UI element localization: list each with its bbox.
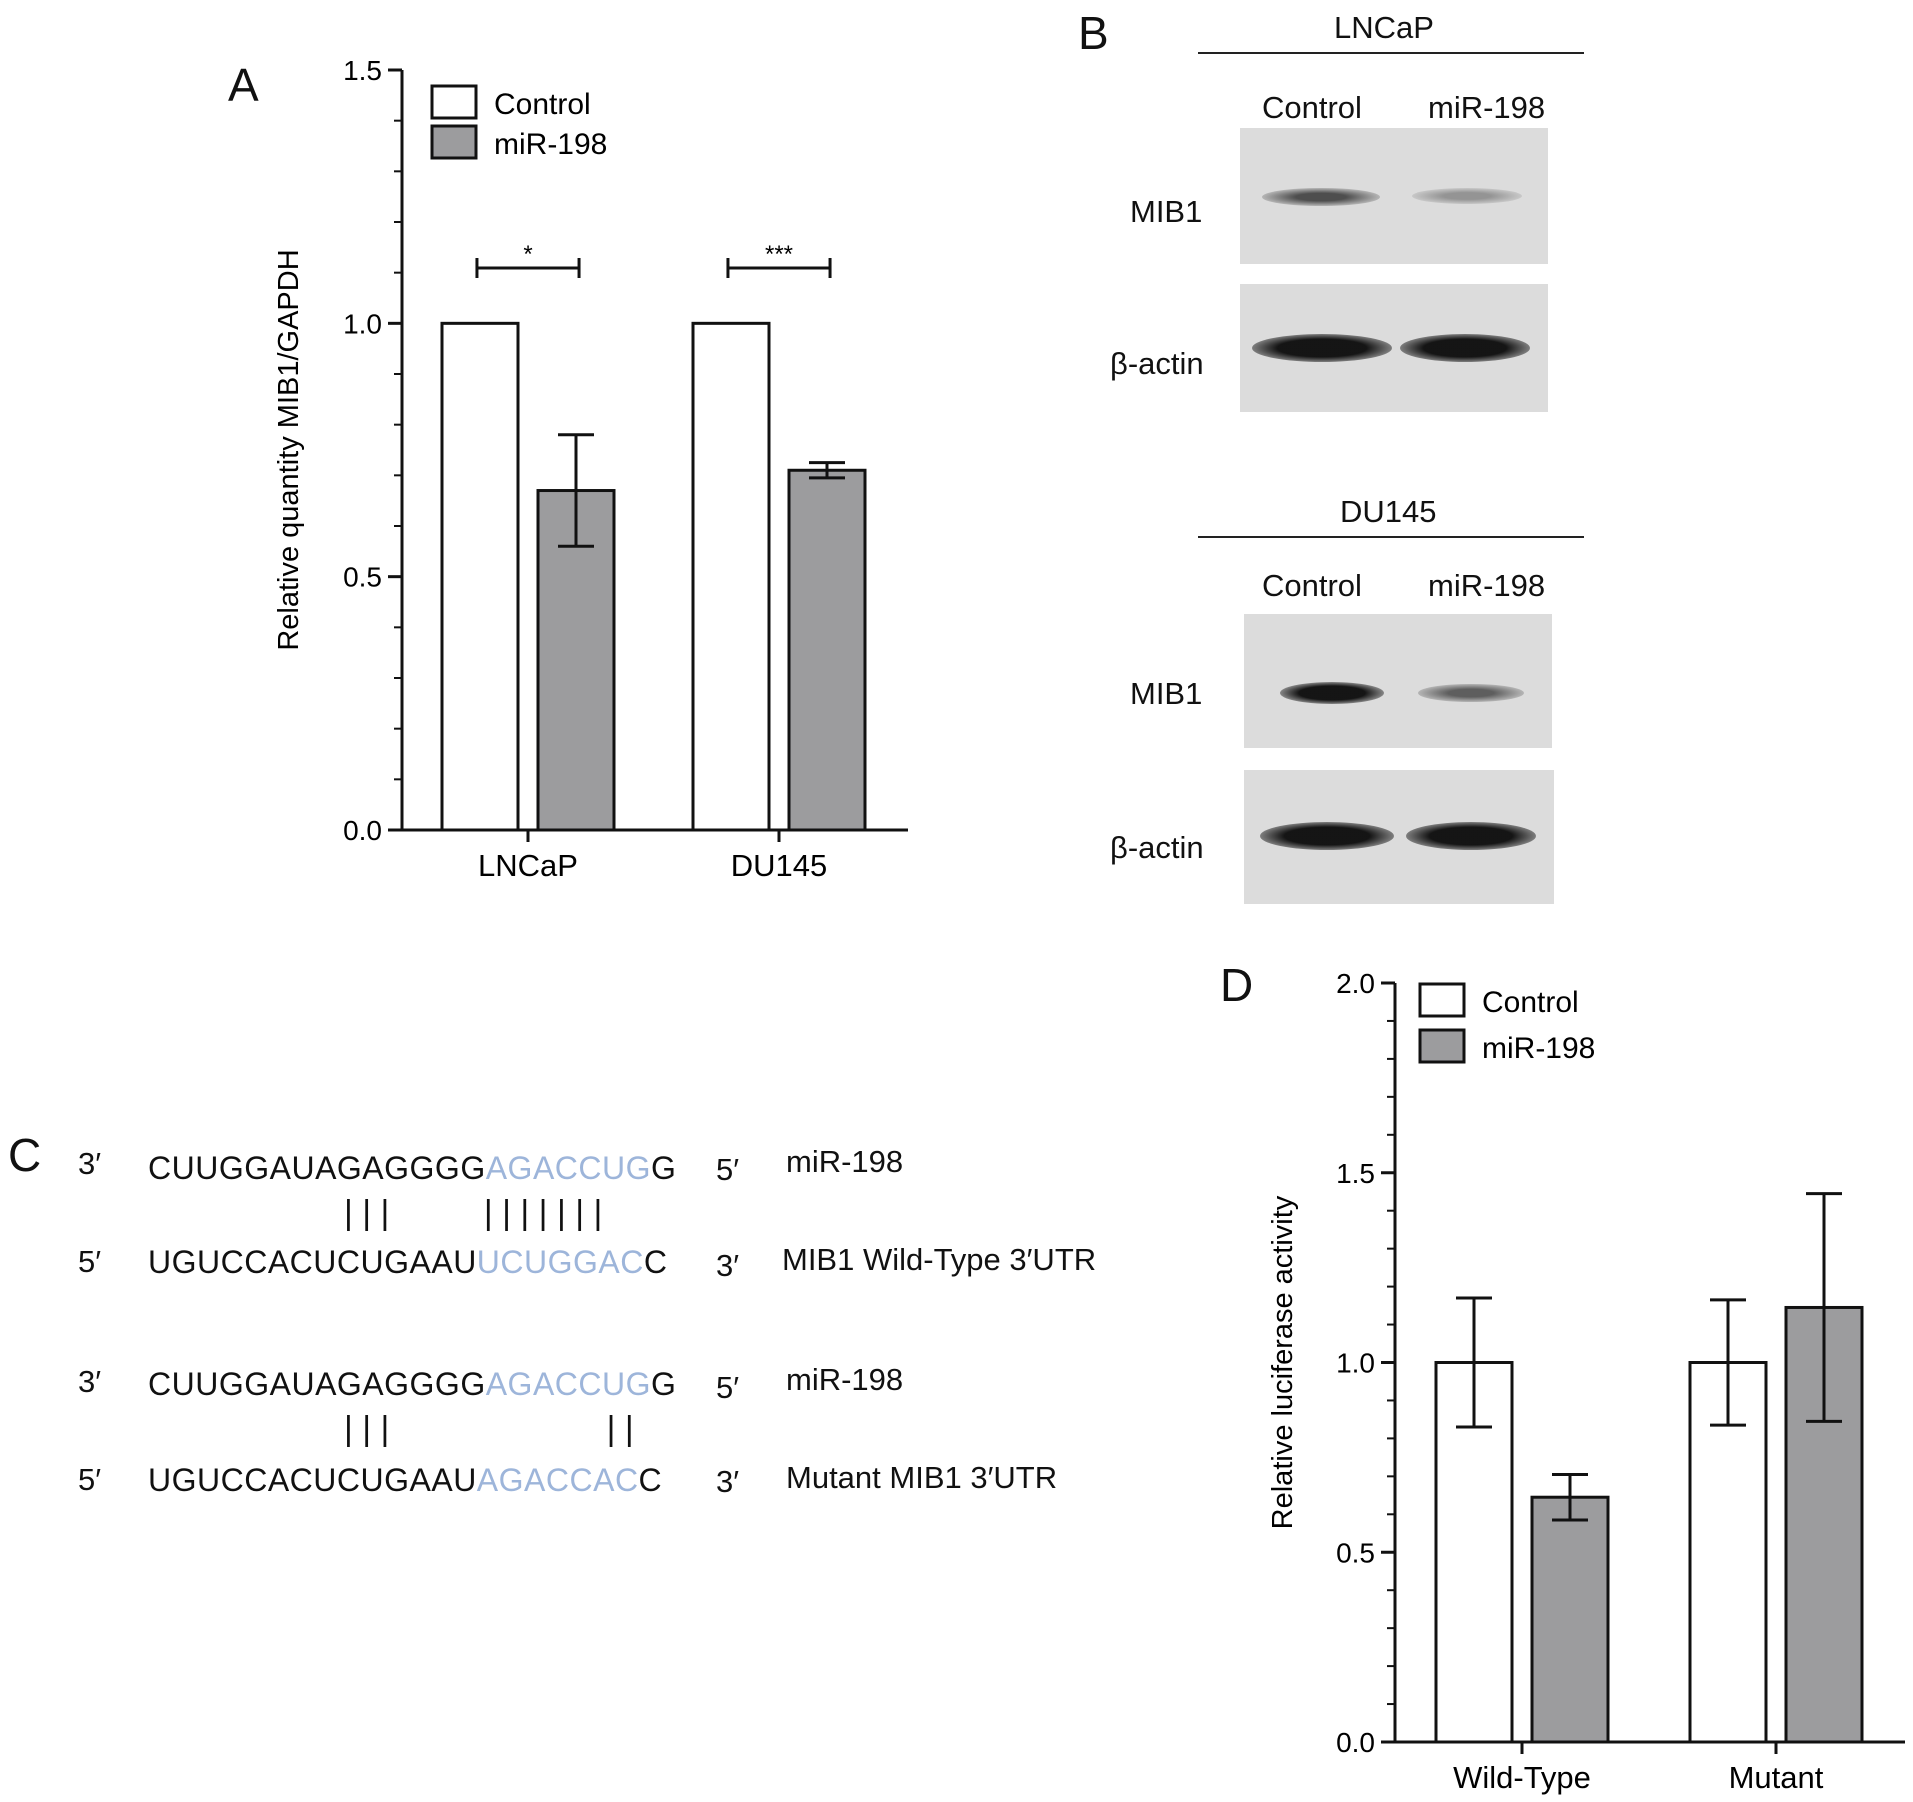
blot-band: [1418, 684, 1524, 702]
seed-segment: AGACCUG: [485, 1150, 651, 1186]
sequence-name: miR-198: [786, 1362, 904, 1397]
blot-strip-actin: [1244, 770, 1554, 904]
y-axis-label: Relative luciferase activity: [1267, 1195, 1299, 1529]
blot-strip-mib1: [1240, 128, 1548, 264]
legend-label: miR-198: [494, 128, 607, 161]
blot-column-control: Control: [1262, 90, 1362, 125]
blot-column-mir198: miR-198: [1428, 90, 1546, 125]
blot-row-label: β-actin: [1110, 830, 1204, 865]
x-tick-label: Wild-Type: [1453, 1760, 1591, 1795]
utr-sequence: UGUCCACUCUGAAUUCUGGACC: [148, 1244, 667, 1281]
seed-segment: UCUGGAC: [476, 1244, 644, 1280]
seed-segment: AGACCAC: [476, 1462, 639, 1498]
blot-band: [1280, 682, 1384, 704]
strand-end-label: 3′: [78, 1364, 102, 1399]
sequence-segment: C: [643, 1244, 668, 1280]
y-tick-label: 0.5: [1336, 1537, 1375, 1568]
blot-band: [1252, 334, 1392, 362]
y-tick-label: 1.0: [343, 308, 382, 339]
strand-end-label: 3′: [78, 1146, 102, 1181]
y-axis-label: Relative quantity MIB1/GAPDH: [273, 249, 305, 650]
blot-title-rule: [1198, 536, 1584, 538]
sequence-segment: UGUCCACUCUGAAU: [148, 1244, 477, 1280]
panel-label-d: D: [1220, 959, 1254, 1011]
sequence-name: Mutant MIB1 3′UTR: [786, 1460, 1058, 1495]
y-tick-label: 1.0: [1336, 1348, 1375, 1379]
strand-end-label: 5′: [78, 1462, 102, 1497]
bar: [787, 468, 867, 832]
y-tick-label: 0.0: [1336, 1727, 1375, 1758]
blot-strip-mib1: [1244, 614, 1552, 748]
blot-band: [1262, 188, 1380, 206]
panel-label-a: A: [228, 59, 259, 111]
blot-band: [1412, 188, 1522, 204]
sequence-segment: CUUGGAUAGAGGGG: [148, 1366, 486, 1402]
utr-sequence: UGUCCACUCUGAAUAGACCACC: [148, 1462, 662, 1499]
base-pairing-marks: | | | | | | | | | |: [344, 1194, 603, 1232]
blot-column-mir198: miR-198: [1428, 568, 1546, 603]
sequence-name: MIB1 Wild-Type 3′UTR: [782, 1242, 1097, 1277]
bar: [1530, 1495, 1610, 1744]
legend-label: Control: [494, 88, 591, 121]
legend-swatch: [430, 124, 478, 160]
blot-title-rule: [1198, 52, 1584, 54]
legend-label: miR-198: [1482, 1032, 1595, 1065]
y-tick-label: 0.0: [343, 815, 382, 846]
x-tick-label: LNCaP: [478, 848, 578, 883]
y-tick-label: 0.5: [343, 562, 382, 593]
mirna-sequence: CUUGGAUAGAGGGGAGACCUGG: [148, 1150, 676, 1187]
y-tick-label: 2.0: [1336, 968, 1375, 999]
bar: [440, 321, 520, 832]
significance-marker: *: [523, 241, 532, 268]
mirna-sequence: CUUGGAUAGAGGGGAGACCUGG: [148, 1366, 676, 1403]
base-pairing-marks: | | | | |: [344, 1410, 634, 1448]
sequence-segment: CUUGGAUAGAGGGG: [148, 1150, 486, 1186]
x-tick-label: Mutant: [1729, 1760, 1824, 1795]
legend-swatch: [430, 84, 478, 120]
blot-title: DU145: [1340, 494, 1437, 529]
blot-band: [1260, 822, 1394, 850]
blot-band: [1400, 334, 1530, 362]
sequence-segment: UGUCCACUCUGAAU: [148, 1462, 477, 1498]
sequence-segment: G: [651, 1150, 677, 1186]
strand-end-label: 5′: [716, 1370, 740, 1405]
y-tick-label: 1.5: [1336, 1158, 1375, 1189]
sequence-segment: G: [651, 1366, 677, 1402]
x-tick-label: DU145: [731, 848, 828, 883]
strand-end-label: 5′: [78, 1244, 102, 1279]
blot-title: LNCaP: [1334, 10, 1434, 45]
legend-swatch: [1418, 982, 1466, 1018]
blot-row-label: β-actin: [1110, 346, 1204, 381]
significance-marker: ***: [765, 241, 793, 268]
seed-segment: AGACCUG: [485, 1366, 651, 1402]
bar: [691, 321, 771, 832]
blot-strip-actin: [1240, 284, 1548, 412]
sequence-segment: C: [638, 1462, 663, 1498]
strand-end-label: 3′: [716, 1248, 740, 1283]
strand-end-label: 3′: [716, 1464, 740, 1499]
legend-swatch: [1418, 1028, 1466, 1064]
blot-row-label: MIB1: [1130, 194, 1203, 229]
y-tick-label: 1.5: [343, 55, 382, 86]
panel-label-b: B: [1078, 7, 1109, 59]
blot-band: [1406, 822, 1536, 850]
legend-label: Control: [1482, 986, 1579, 1019]
sequence-name: miR-198: [786, 1144, 904, 1179]
strand-end-label: 5′: [716, 1152, 740, 1187]
panel-label-c: C: [8, 1129, 42, 1181]
blot-column-control: Control: [1262, 568, 1362, 603]
blot-row-label: MIB1: [1130, 676, 1203, 711]
